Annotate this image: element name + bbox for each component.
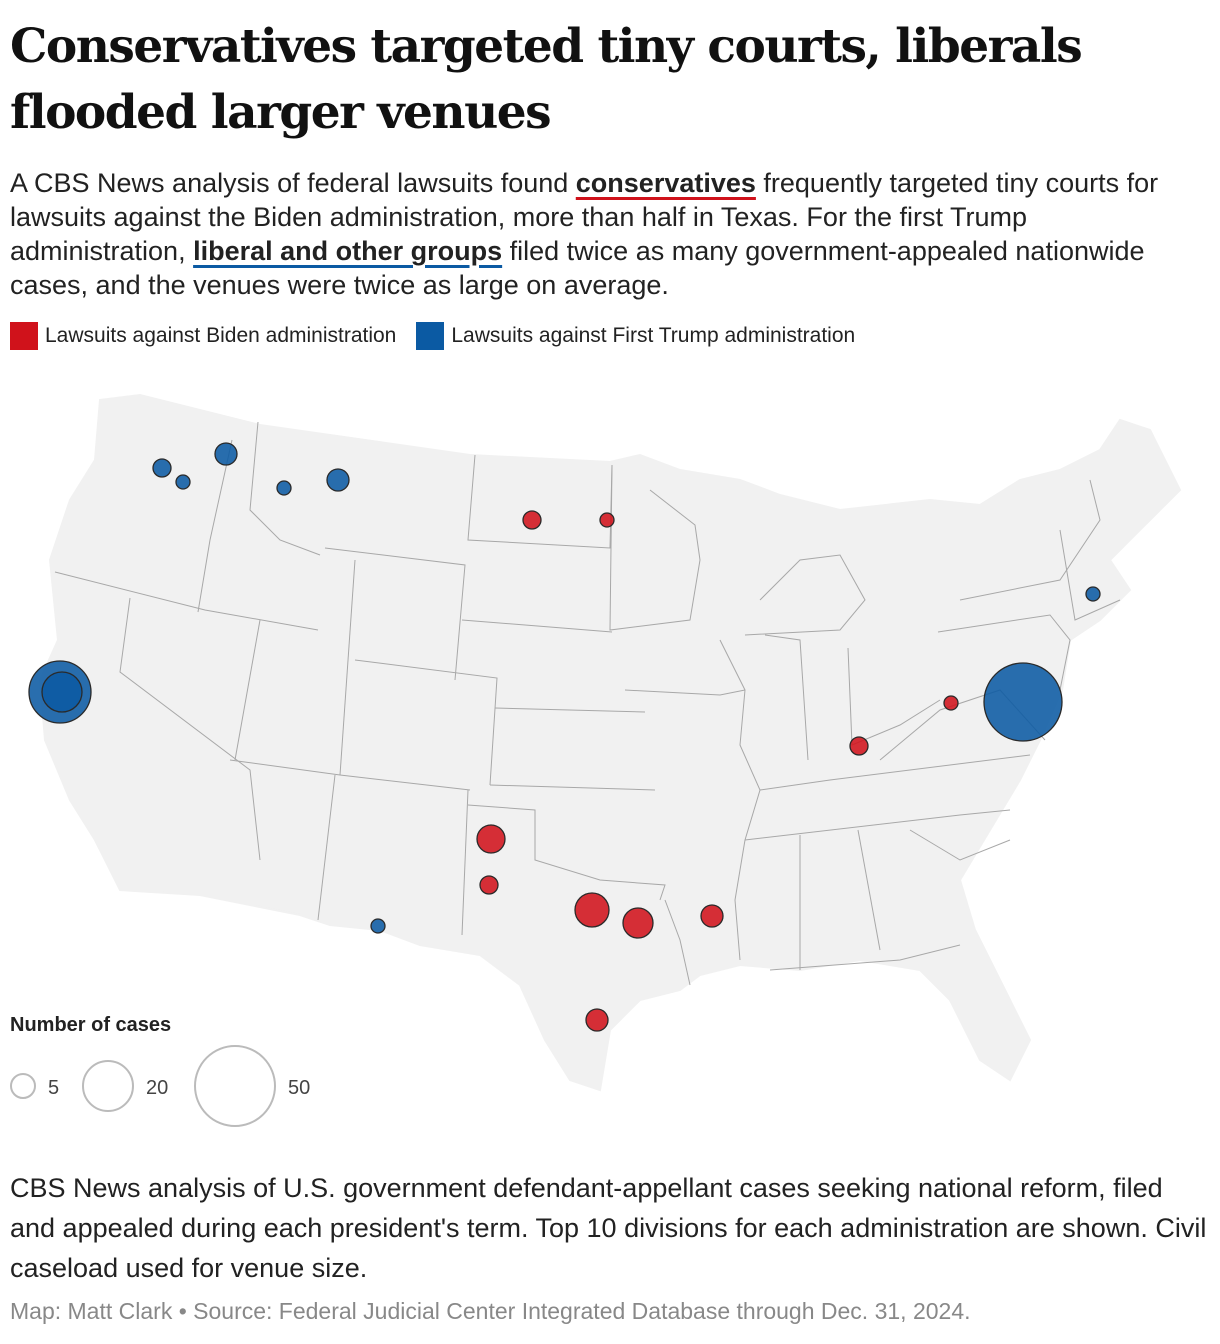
size-legend-circle-20: [82, 1060, 134, 1112]
legend-item-trump: Lawsuits against First Trump administrat…: [416, 322, 855, 350]
border-iowa-mo: [624, 689, 746, 696]
dek-text-3: filed twice as many government-appealed …: [10, 236, 1145, 300]
color-legend: Lawsuits against Biden administration La…: [10, 322, 875, 350]
border-new-york: [959, 479, 1101, 601]
dek-highlight-conservatives: conservatives: [575, 168, 756, 198]
trump-case-marker-8: [370, 918, 386, 934]
size-legend-label-20: 20: [146, 1077, 168, 1099]
border-minnesota: [609, 464, 701, 631]
border-wyoming: [324, 547, 466, 681]
border-georgia-florida: [769, 944, 961, 971]
border-wa-or: [54, 571, 319, 631]
trump-case-marker-3: [214, 442, 238, 466]
biden-case-marker-2: [599, 512, 615, 528]
biden-case-marker-8: [622, 907, 654, 939]
border-nevada-utah: [234, 619, 261, 761]
border-west-coastal-interior: [119, 597, 261, 861]
trump-case-marker-4: [276, 480, 292, 496]
trump-case-marker-7: [41, 671, 83, 713]
legend-label-biden: Lawsuits against Biden administration: [45, 324, 397, 347]
us-map: [28, 393, 1182, 1092]
dek-text-2: frequently targeted tiny courts for laws…: [10, 168, 1159, 266]
border-alabama-georgia: [857, 829, 881, 951]
border-illinois: [764, 634, 809, 761]
border-michigan: [744, 554, 866, 636]
trump-case-marker-5: [326, 468, 350, 492]
data-points: [28, 442, 1101, 1032]
biden-case-marker-3: [943, 695, 959, 711]
size-legend-circle-5: [10, 1073, 36, 1099]
size-legend-label-5: 5: [48, 1077, 59, 1099]
trump-case-marker-1: [152, 458, 172, 478]
dek-highlight-liberal: liberal and other groups: [193, 236, 503, 266]
legend-item-biden: Lawsuits against Biden administration: [10, 322, 396, 350]
border-sd-ne: [461, 619, 613, 633]
biden-case-marker-4: [849, 736, 869, 756]
trump-case-marker-2: [175, 474, 191, 490]
trump-case-marker-10: [1085, 586, 1101, 602]
biden-case-marker-5: [476, 824, 506, 854]
border-ks-ok: [489, 784, 656, 791]
us-landmass: [38, 393, 1182, 1092]
chart-dek: A CBS News analysis of federal lawsuits …: [10, 166, 1210, 302]
border-indiana-ohio: [847, 647, 941, 746]
source-credit: Map: Matt Clark • Source: Federal Judici…: [10, 1298, 971, 1324]
trump-case-marker-9: [983, 662, 1063, 742]
border-nm-tx: [317, 774, 336, 921]
border-idaho-west: [197, 439, 233, 613]
border-utah-east: [339, 559, 356, 776]
map-land: [38, 393, 1182, 1092]
methodology-note: CBS News analysis of U.S. government def…: [10, 1173, 1207, 1283]
border-ne-ks: [494, 707, 646, 713]
border-ok-tx: [467, 804, 666, 901]
border-tx-la: [664, 899, 691, 986]
border-nm-east: [461, 789, 469, 936]
legend-swatch-trump: [416, 322, 445, 350]
border-idaho-montana: [249, 421, 321, 556]
border-colorado: [354, 659, 498, 786]
legend-swatch-biden: [10, 322, 38, 350]
size-legend-circle-50: [194, 1045, 276, 1127]
border-carolinas: [909, 829, 1011, 861]
legend-label-trump: Lawsuits against First Trump administrat…: [451, 324, 856, 347]
border-four-corners: [229, 759, 471, 791]
border-kentucky-tn: [759, 754, 1031, 791]
size-legend-title: Number of cases: [10, 1014, 172, 1036]
border-new-england: [1059, 529, 1121, 621]
biden-case-marker-10: [585, 1008, 609, 1032]
biden-case-marker-6: [479, 875, 499, 895]
biden-case-marker-1: [522, 510, 542, 530]
biden-case-marker-7: [574, 892, 610, 928]
border-tennessee-south: [744, 809, 1011, 841]
biden-case-marker-9: [700, 904, 724, 928]
chart-title: Conservatives targeted tiny courts, libe…: [10, 19, 1083, 140]
border-pennsylvania: [937, 614, 1071, 691]
dek-text-1: A CBS News analysis of federal lawsuits …: [10, 168, 576, 198]
size-legend: 5 20 50: [10, 1045, 310, 1127]
state-borders: [54, 421, 1121, 986]
size-legend-label-50: 50: [288, 1077, 310, 1099]
